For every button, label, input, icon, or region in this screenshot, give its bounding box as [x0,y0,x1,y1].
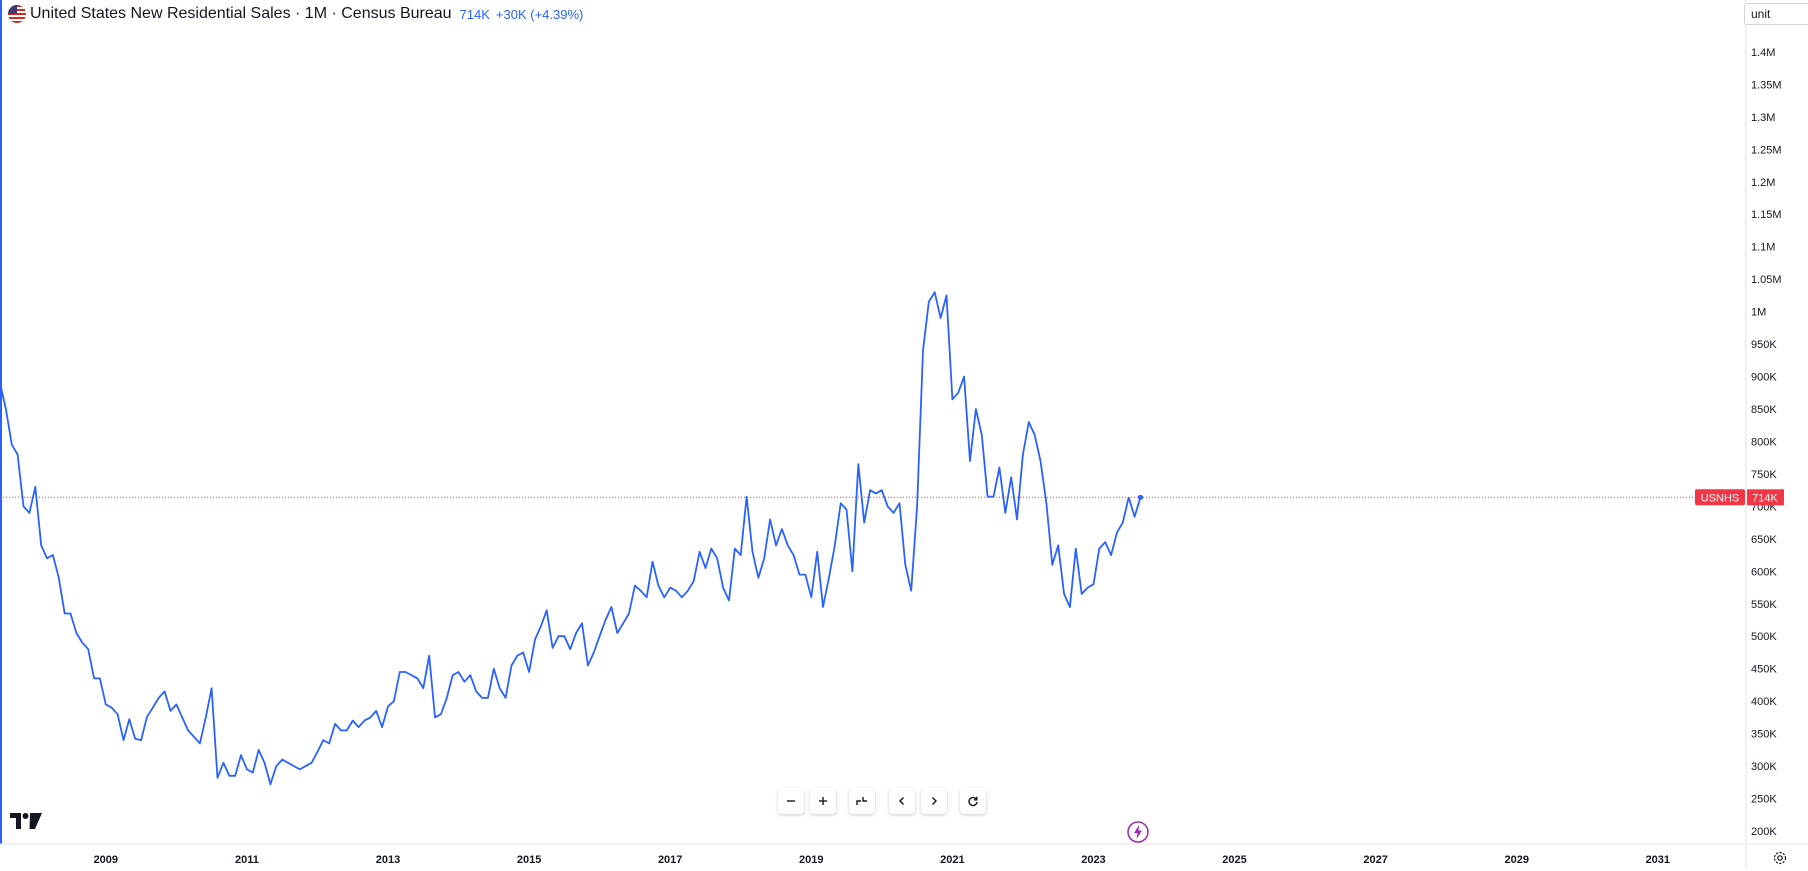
last-value: 714K [459,6,490,22]
chevron-left-icon [899,797,904,805]
price-tick-label: 750K [1751,469,1777,481]
series-layer [0,291,1144,786]
last-label-value-bg [1747,489,1784,506]
scroll-right-button[interactable] [921,788,947,814]
price-tick-label: 600K [1751,566,1777,578]
price-tick-label: 1.4M [1751,47,1775,59]
value-change: +30K (+4.39%) [495,6,584,22]
time-tick-label: 2015 [517,854,541,866]
time-tick-label: 2017 [658,854,682,866]
refresh-icon [968,796,978,807]
time-axis: 2009 2011 2013 2015 2017 2019 2021 2023 2025 2027… [94,854,1670,866]
price-tick-label: 1.35M [1751,79,1782,91]
price-tick-label: 1.15M [1751,209,1782,221]
price-tick-label: 800K [1751,436,1777,448]
plus-icon [819,797,827,805]
price-tick-label: 400K [1751,696,1777,708]
price-tick-label: 350K [1751,729,1777,741]
scroll-left-button[interactable] [889,788,915,814]
time-tick-label: 2025 [1222,854,1246,866]
us-flag-icon [8,5,26,23]
price-tick-label: 450K [1751,664,1777,676]
flash-icon[interactable] [1126,820,1150,849]
last-value-dot [1137,494,1144,500]
time-tick-label: 2027 [1363,854,1387,866]
symbol-title[interactable]: United States New Residential Sales · 1M… [30,5,452,22]
price-tick-label: 250K [1751,794,1777,806]
price-tick-label: 1.1M [1751,242,1775,254]
price-tick-label: 1.3M [1751,112,1775,124]
last-label-value: 714K [1752,492,1778,504]
tradingview-logo-icon[interactable] [10,812,42,835]
price-tick-label: 1M [1751,307,1766,319]
time-tick-label: 2021 [940,854,964,866]
chart-header: United States New Residential Sales · 1M… [8,3,583,25]
time-tick-label: 2009 [94,854,118,866]
last-label-series-name: USNHS [1701,492,1740,504]
chevron-right-icon [932,797,937,805]
time-tick-label: 2019 [799,854,823,866]
price-tick-label: 950K [1751,339,1777,351]
price-tick-label: 900K [1751,372,1777,384]
price-axis: 200K 250K 300K 350K 400K 450K 500K 550K 600K 650K… [1751,14,1782,838]
refresh-button[interactable] [960,788,986,814]
time-tick-label: 2011 [235,854,259,866]
price-tick-label: 850K [1751,404,1777,416]
time-tick-label: 2029 [1504,854,1528,866]
price-tick-label: 300K [1751,761,1777,773]
time-tick-label: 2013 [376,854,400,866]
time-tick-label: 2023 [1081,854,1105,866]
last-label-series-bg [1695,489,1745,506]
zoom-in-button[interactable] [810,788,836,814]
reset-zoom-button[interactable] [849,788,875,814]
minus-icon [787,800,795,802]
settings-gear-icon[interactable] [1772,850,1788,871]
last-value-label: USNHS 714K [1695,489,1784,506]
price-tick-label: 200K [1751,826,1777,838]
price-tick-label: 550K [1751,599,1777,611]
price-tick-label: 500K [1751,631,1777,643]
price-tick-label: 1.25M [1751,144,1782,156]
series-line-1[interactable] [1127,497,1142,518]
left-edge-line [0,0,2,844]
price-tick-label: 1.2M [1751,177,1775,189]
zoom-out-button[interactable] [778,788,804,814]
corner-icon [856,797,867,805]
price-tick-label: 650K [1751,534,1777,546]
price-tick-label: 1.05M [1751,274,1782,286]
time-tick-label: 2031 [1646,854,1670,866]
series-line-0[interactable] [0,291,1130,786]
scale-unit-box[interactable]: unit [1744,3,1808,25]
